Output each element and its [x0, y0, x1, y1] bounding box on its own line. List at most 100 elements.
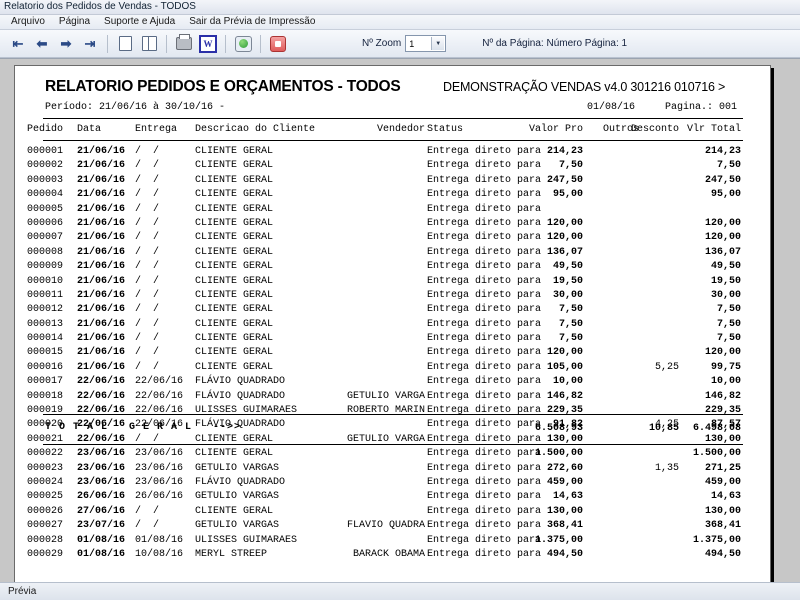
zoom-value: 1 — [409, 38, 415, 49]
column-vlr-total: Vlr Total — [686, 124, 741, 135]
cell-pedido: 000005 — [27, 203, 64, 215]
cell-valor: 459,00 — [546, 476, 583, 488]
menu-sair-da-previa-de-impressao[interactable]: Sair da Prévia de Impressão — [189, 16, 316, 27]
cell-status: Entrega direto para — [427, 333, 542, 345]
cell-data: 27/06/16 — [77, 505, 126, 517]
cell-pedido: 000013 — [27, 318, 64, 330]
cell-valor: 7,50 — [558, 304, 583, 316]
cell-entrega: 23/06/16 — [135, 448, 184, 460]
cell-pedido: 000009 — [27, 261, 64, 273]
previous-page-button[interactable]: ⬅ — [30, 32, 54, 55]
table-row[interactable]: 000019 22/06/16 22/06/16 ULISSES GUIMARAES R… — [15, 404, 770, 418]
table-row[interactable]: 000011 21/06/16 / / CLIENTE GERAL Entrega di… — [15, 289, 770, 303]
cell-cliente: ULISSES GUIMARAES — [195, 405, 298, 417]
last-page-button[interactable]: ⇥ — [78, 32, 102, 55]
preview-area[interactable]: RELATORIO PEDIDOS E ORÇAMENTOS - TODOS D… — [0, 58, 800, 582]
cell-valor: 214,23 — [546, 146, 583, 157]
menu-arquivo[interactable]: Arquivo — [11, 16, 45, 27]
cell-entrega: 22/06/16 — [135, 405, 184, 417]
cell-valor: 136,07 — [546, 246, 583, 258]
table-row[interactable]: 000020 22/06/16 22/06/16 FLÁVIO QUADRADO Ent… — [15, 418, 770, 432]
table-row[interactable]: 000021 22/06/16 / / CLIENTE GERAL GETULIO VA… — [15, 433, 770, 447]
cell-valor: 49,50 — [552, 261, 583, 273]
table-row[interactable]: 000022 23/06/16 23/06/16 CLIENTE GERAL Entre… — [15, 447, 770, 461]
cell-cliente: CLIENTE GERAL — [195, 203, 274, 215]
toolbar-separator-3 — [225, 34, 226, 53]
cell-entrega: / / — [135, 160, 160, 172]
cell-total: 120,00 — [704, 232, 741, 244]
cell-data: 23/06/16 — [77, 448, 126, 460]
table-row[interactable]: 000014 21/06/16 / / CLIENTE GERAL Entrega di… — [15, 332, 770, 346]
table-row[interactable]: 000003 21/06/16 / / CLIENTE GERAL Entrega di… — [15, 174, 770, 188]
table-row[interactable]: 000005 21/06/16 / / CLIENTE GERAL Entrega di… — [15, 203, 770, 217]
table-row[interactable]: 000016 21/06/16 / / CLIENTE GERAL Entrega di… — [15, 361, 770, 375]
table-row[interactable]: 000029 01/08/16 10/08/16 MERYL STREEP BARACK… — [15, 548, 770, 562]
table-row[interactable]: 000017 22/06/16 22/06/16 FLÁVIO QUADRADO Ent… — [15, 375, 770, 389]
cell-status: Entrega direto para — [427, 289, 542, 301]
table-row[interactable]: 000018 22/06/16 22/06/16 FLÁVIO QUADRADO GET… — [15, 390, 770, 404]
web-export-button[interactable] — [231, 32, 255, 55]
cell-cliente: FLÁVIO QUADRADO — [195, 376, 286, 388]
table-row[interactable]: 000015 21/06/16 / / CLIENTE GERAL Entrega di… — [15, 346, 770, 360]
table-row[interactable]: 000023 23/06/16 23/06/16 GETULIO VARGAS Entr… — [15, 462, 770, 476]
cell-data: 21/06/16 — [77, 261, 126, 273]
stop-button[interactable] — [266, 32, 290, 55]
resize-grip-icon[interactable] — [786, 586, 798, 598]
next-page-button[interactable]: ➡ — [54, 32, 78, 55]
table-row[interactable]: 000010 21/06/16 / / CLIENTE GERAL Entrega di… — [15, 275, 770, 289]
menu-suporte-e-ajuda[interactable]: Suporte e Ajuda — [104, 16, 176, 27]
table-row[interactable]: 000012 21/06/16 / / CLIENTE GERAL Entrega di… — [15, 303, 770, 317]
table-row[interactable]: 000004 21/06/16 / / CLIENTE GERAL Entrega di… — [15, 188, 770, 202]
table-row[interactable]: 000008 21/06/16 / / CLIENTE GERAL Entrega di… — [15, 246, 770, 260]
cell-desconto: 1,35 — [654, 462, 679, 474]
cell-pedido: 000016 — [27, 361, 64, 373]
cell-cliente: CLIENTE GERAL — [195, 174, 274, 186]
cell-vendedor: FLAVIO QUADRA — [346, 520, 425, 532]
table-row[interactable]: 000027 23/07/16 / / GETULIO VARGAS FLAVIO QU… — [15, 519, 770, 533]
first-page-button[interactable]: ⇤ — [6, 32, 30, 55]
table-row[interactable]: 000007 21/06/16 / / CLIENTE GERAL Entrega di… — [15, 231, 770, 245]
divider-header — [43, 140, 743, 141]
single-page-view-button[interactable] — [113, 32, 137, 55]
cell-data: 23/07/16 — [77, 520, 126, 532]
table-row[interactable]: 000026 27/06/16 / / CLIENTE GERAL Entrega di… — [15, 505, 770, 519]
cell-valor: 272,60 — [546, 462, 583, 474]
table-row[interactable]: 000009 21/06/16 / / CLIENTE GERAL Entrega di… — [15, 260, 770, 274]
cell-entrega: / / — [135, 361, 160, 373]
divider-top — [43, 118, 743, 119]
cell-data: 23/06/16 — [77, 476, 126, 488]
cell-status: Entrega direto para — [427, 505, 542, 517]
cell-status: Entrega direto para — [427, 419, 542, 431]
word-export-button[interactable]: W — [196, 32, 220, 55]
status-text: Prévia — [8, 586, 37, 597]
cell-entrega: / / — [135, 289, 160, 301]
cell-data: 22/06/16 — [77, 419, 126, 431]
toolbar: ⇤ ⬅ ➡ ⇥ W Nº Zoom 1 ▼ Nº da Página: Núme… — [0, 30, 800, 58]
table-row[interactable]: 000024 23/06/16 23/06/16 FLÁVIO QUADRADO Ent… — [15, 476, 770, 490]
chevron-down-icon[interactable]: ▼ — [431, 37, 445, 50]
table-row[interactable]: 000002 21/06/16 / / CLIENTE GERAL Entrega di… — [15, 159, 770, 173]
table-row[interactable]: 000025 26/06/16 26/06/16 GETULIO VARGAS Entr… — [15, 490, 770, 504]
cell-cliente: CLIENTE GERAL — [195, 289, 274, 301]
cell-status: Entrega direto para — [427, 548, 542, 560]
cell-status: Entrega direto para — [427, 534, 542, 546]
cell-valor: 14,63 — [552, 491, 583, 503]
table-row[interactable]: 000013 21/06/16 / / CLIENTE GERAL Entrega di… — [15, 318, 770, 332]
total-valor: 6.508,93 — [534, 423, 583, 434]
print-button[interactable] — [172, 32, 196, 55]
table-row[interactable]: 000028 01/08/16 01/08/16 ULISSES GUIMARAES E… — [15, 534, 770, 548]
menu-pagina[interactable]: Página — [58, 16, 91, 27]
zoom-select[interactable]: 1 ▼ — [405, 35, 447, 52]
cell-pedido: 000003 — [27, 174, 64, 186]
table-row[interactable]: 000001 21/06/16 / / CLIENTE GERAL Entrega di… — [15, 145, 770, 159]
cell-total: 247,50 — [704, 174, 741, 186]
cell-entrega: / / — [135, 304, 160, 316]
cell-total: 494,50 — [704, 548, 741, 560]
cell-total: 1.375,00 — [692, 534, 741, 546]
cell-cliente: CLIENTE GERAL — [195, 246, 274, 258]
cell-cliente: MERYL STREEP — [195, 548, 268, 560]
cell-total: 99,75 — [710, 361, 741, 373]
cell-cliente: CLIENTE GERAL — [195, 232, 274, 244]
two-page-view-button[interactable] — [137, 32, 161, 55]
table-row[interactable]: 000006 21/06/16 / / CLIENTE GERAL Entrega di… — [15, 217, 770, 231]
